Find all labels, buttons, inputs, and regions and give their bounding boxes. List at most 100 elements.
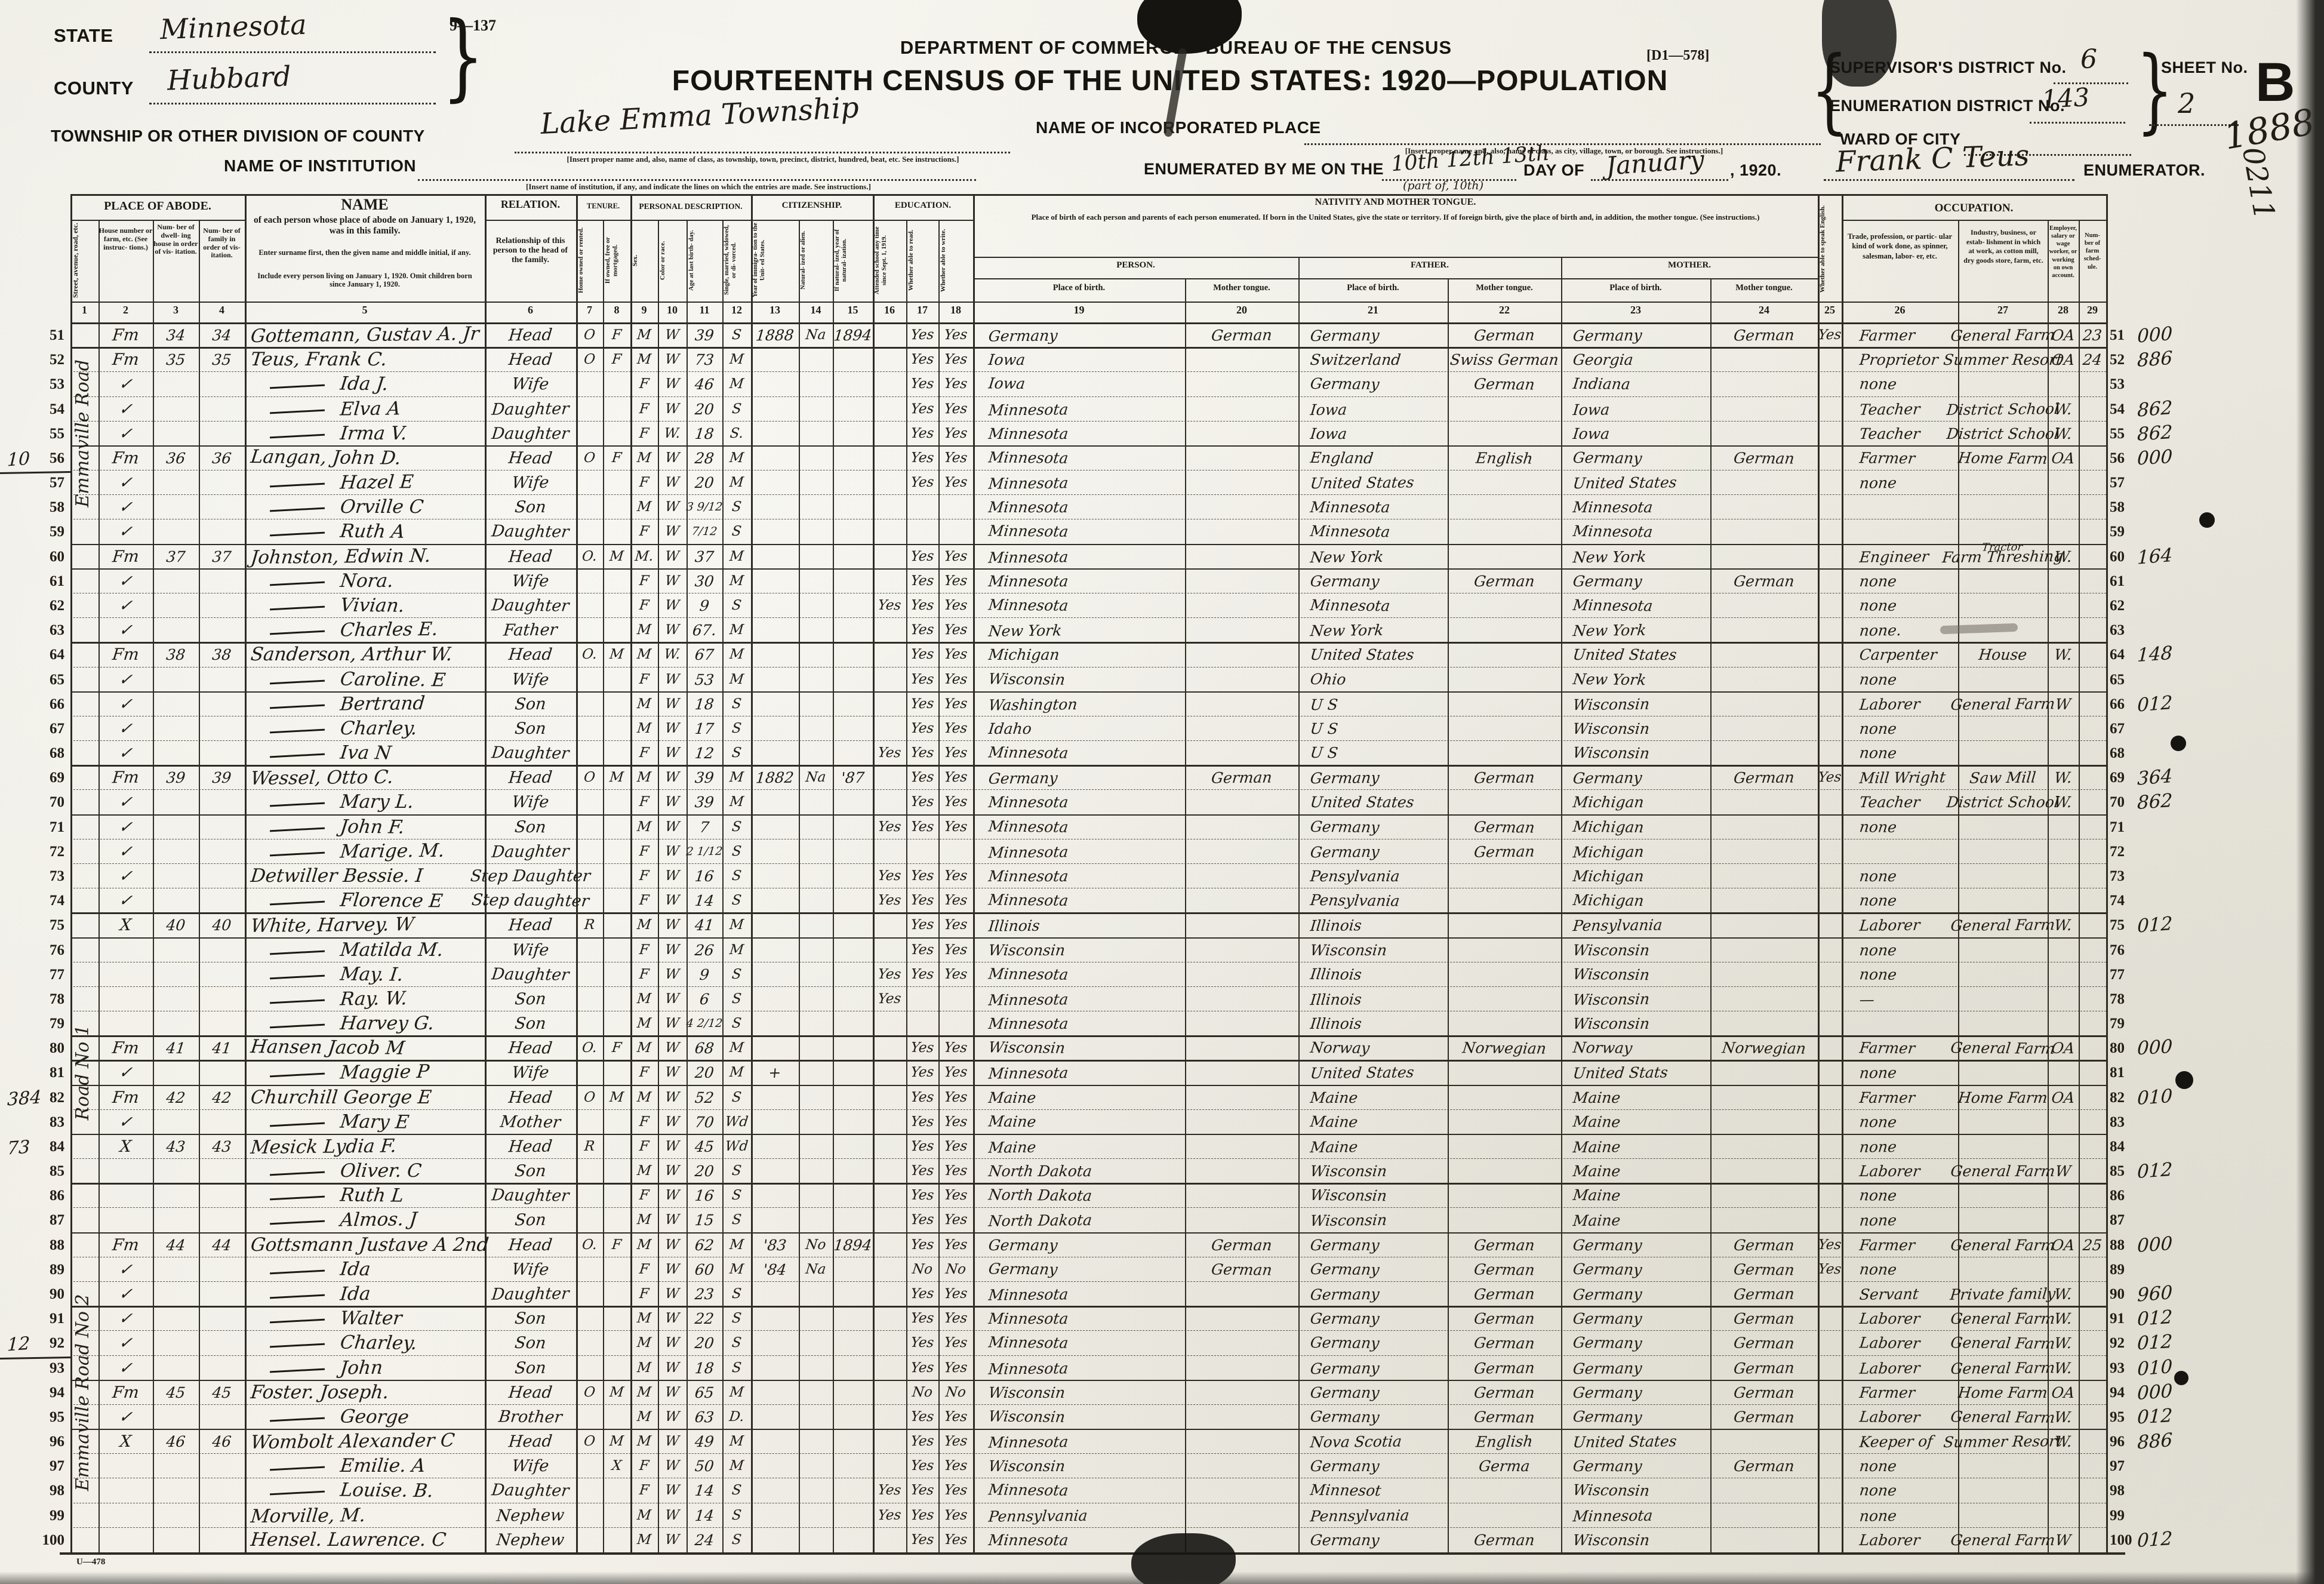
row-93-tr: Laborer [1858,1358,1921,1377]
year-label: , 1920. [1730,161,1782,179]
row-71-rl: Son [513,817,547,836]
row-53-pb: Iowa [987,374,1026,392]
row-74-tr: none [1858,891,1898,909]
header-col11-age: Age at last birth- day. [688,230,695,291]
row-74-a: 14 [694,891,715,909]
row-51-pb: Germany [987,326,1058,345]
row-67-sx: M [636,720,652,736]
row-90-in: Private family [1949,1284,2057,1303]
ink-blot-top-right [1822,0,1897,87]
row-78-tr: — [1858,990,1876,1008]
row-84-c: W [664,1138,681,1155]
row-92-rl: Son [513,1333,547,1353]
row-81-c: W [664,1065,681,1081]
row-99-ms: S [731,1507,743,1523]
row-87-wr: Yes [943,1212,968,1228]
grid-hline [70,1133,2106,1136]
row-66-fb: U S [1309,695,1339,713]
row-88-ms: M [728,1237,745,1253]
row-70-em: W. [2053,793,2073,811]
line-number-right-97: 97 [2110,1458,2125,1475]
row-51-o: O [583,327,596,343]
row-92-in: General Farm [1950,1333,2057,1352]
row-76-ms: M [728,942,745,958]
row-89-yi: '84 [762,1260,788,1278]
line-number-right-100: 100 [2110,1531,2132,1548]
row-55-ms: S. [729,425,744,441]
row-51-m: F [611,327,623,343]
row-80-f: 41 [211,1039,233,1057]
row-75-rl: Head [507,915,553,935]
row-60-m: M [608,548,625,564]
row-70-h: ✓ [118,792,134,811]
grid-vline [603,220,604,1552]
row-69-ms: M [728,770,745,786]
row-57-a: 20 [694,473,715,491]
row-53-a: 46 [694,375,715,393]
row-71-name: John F. [338,816,406,838]
row-82-a: 52 [694,1088,715,1106]
header-father: FATHER. [1410,260,1449,270]
grid-vline [873,194,875,1552]
row-95-mt: German [1732,1407,1796,1426]
header-colnum-21: 21 [1368,304,1378,316]
row-73-h: ✓ [118,866,134,885]
row-81-ms: M [728,1065,745,1081]
header-col20-person-tongue: Mother tongue. [1213,283,1270,293]
row-100-sx: M [636,1531,652,1548]
grid-hline [873,220,973,221]
row-71-c: W [664,819,681,835]
row-77-ms: S [731,966,743,982]
row-79-rl: Son [513,1014,547,1033]
header-colnum-25: 25 [1824,304,1835,316]
row-81-sx: F [638,1065,650,1081]
header-col23-mother-pob: Place of birth. [1609,283,1662,293]
grid-hline [60,1552,2125,1555]
header-colnum-3: 3 [173,304,178,316]
row-94-c: W [664,1384,681,1400]
row-63-rd: Yes [910,622,935,638]
row-94-mt: German [1732,1383,1796,1401]
row-85-rd: Yes [910,1163,935,1179]
row-99-sx: M [636,1507,652,1523]
row-83-rl: Mother [499,1112,562,1131]
row-64-pb: Michigan [987,645,1061,663]
row-98-mb: Wisconsin [1572,1481,1651,1500]
row-98-name: Louise. B. [338,1480,435,1502]
row-80-rl: Head [507,1038,553,1058]
row-100-rd: Yes [910,1531,935,1548]
row-86-c: W [664,1188,681,1204]
line-number-right-55: 55 [2110,425,2125,442]
enum-district-underline [2030,122,2125,124]
row-74-as: Yes [877,892,902,909]
row-73-wr: Yes [943,868,968,884]
row-97-mb: Germany [1572,1457,1643,1475]
row-66-ms: S [731,696,743,712]
row-91-mb: Germany [1572,1309,1643,1327]
row-92-mt: German [1732,1334,1796,1352]
grid-hline [70,1035,2106,1037]
grid-hline-dashed [70,1355,2106,1356]
row-78-ms: S [731,991,743,1007]
row-74-wr: Yes [943,892,968,909]
punch-dot-3 [2175,1071,2193,1089]
state-value: Minnesota [159,8,307,46]
row-59-ms: S [731,524,743,540]
row-56-margin-code: 000 [2137,445,2173,470]
row-56-tr: Farmer [1858,448,1916,467]
county-underline [149,103,436,104]
row-53-ms: M [728,376,745,392]
line-number-left-86: 86 [50,1188,64,1204]
row-76-rd: Yes [910,942,935,958]
row-65-tr: none [1858,670,1898,688]
row-80-h: Fm [111,1038,140,1057]
header-col26-trade: Trade, profession, or partic- ular kind … [1848,232,1952,260]
row-89-ms: M [728,1261,745,1277]
header-colnum-24: 24 [1759,304,1769,316]
row-52-ft: Swiss German [1449,350,1560,368]
row-70-c: W [664,794,681,810]
header-colnum-16: 16 [884,304,895,316]
row-91-ft: German [1473,1309,1536,1327]
row-57-rd: Yes [910,474,935,491]
row-68-pb: Minnesota [987,743,1070,762]
